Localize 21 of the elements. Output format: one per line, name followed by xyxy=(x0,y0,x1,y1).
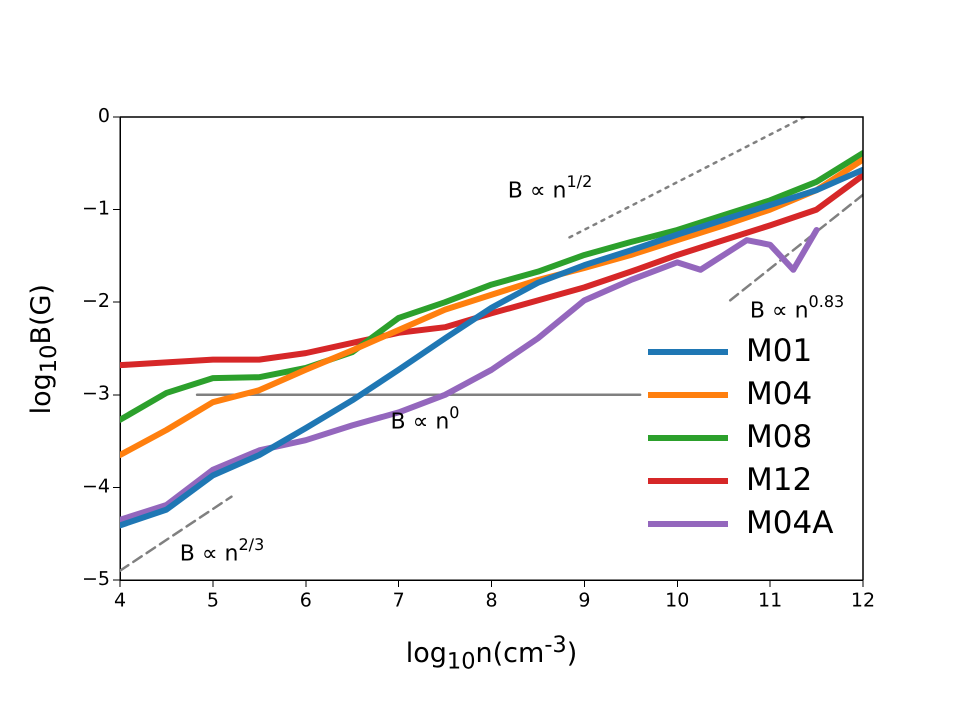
legend-label: M12 xyxy=(746,461,812,500)
x-tick-label: 7 xyxy=(392,589,405,612)
x-tick-label: 10 xyxy=(665,589,690,612)
legend-label: M01 xyxy=(746,332,812,371)
x-tick-label: 12 xyxy=(850,589,876,612)
y-tick-label: −5 xyxy=(82,568,110,590)
y-tick-label: 0 xyxy=(98,104,110,127)
x-tick-label: 6 xyxy=(300,589,312,612)
x-tick-label: 11 xyxy=(758,589,782,612)
legend-label: M04A xyxy=(746,504,834,543)
x-tick-label: 5 xyxy=(206,589,219,612)
y-tick-label: −1 xyxy=(82,198,110,220)
x-tick-label: 8 xyxy=(485,589,498,612)
x-axis-title: log$_{10}$n(cm$^{-3}$) xyxy=(404,632,578,674)
legend-label: M08 xyxy=(746,418,812,457)
y-tick-label: −3 xyxy=(82,382,110,405)
x-tick-label: 4 xyxy=(114,589,126,612)
x-tick-label: 9 xyxy=(578,589,590,612)
legend-label: M04 xyxy=(746,375,812,414)
y-tick-label: −4 xyxy=(82,475,110,498)
y-tick-label: −2 xyxy=(82,290,110,312)
